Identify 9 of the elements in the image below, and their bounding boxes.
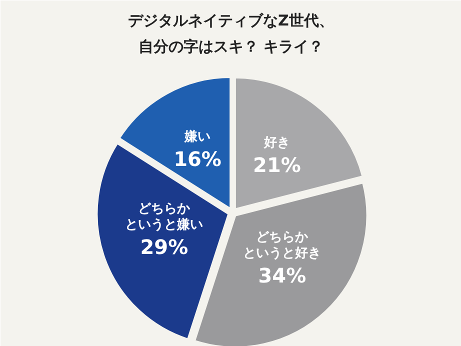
slice-label: どちらかというと嫌い [125, 202, 204, 233]
slice-label: 好き [262, 136, 290, 151]
data-label: 16% [174, 146, 222, 171]
data-label: 29% [140, 235, 188, 260]
data-label: 34% [258, 263, 306, 288]
chart-title: デジタルネイティブなZ世代、自分の字はスキ？ キライ？ [128, 12, 334, 56]
data-label: 21% [253, 153, 301, 178]
slice-label: 嫌い [184, 129, 211, 144]
slice-label: どちらかというと好き [243, 230, 322, 261]
